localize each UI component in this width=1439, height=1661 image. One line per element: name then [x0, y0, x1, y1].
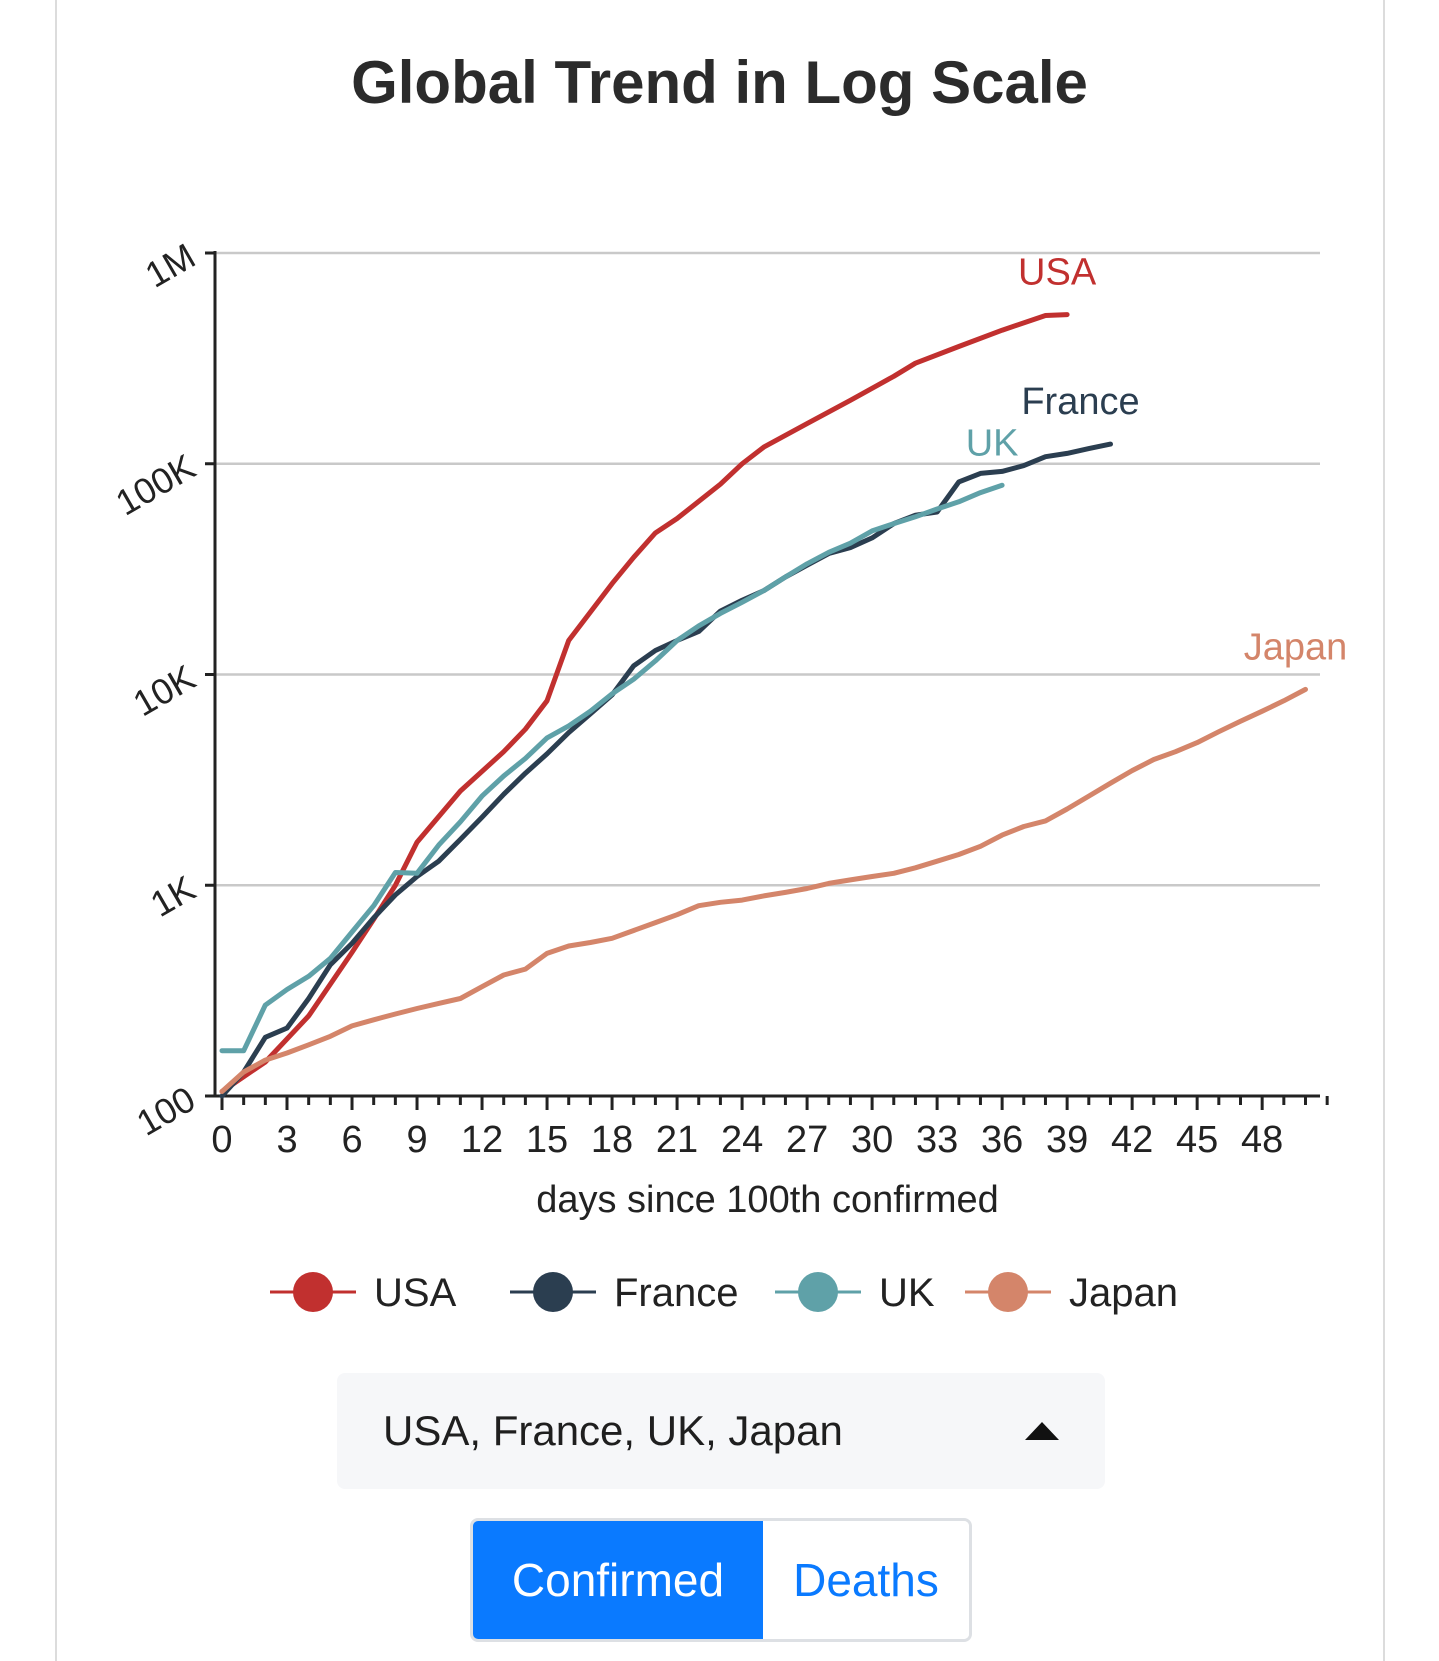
chart-title: Global Trend in Log Scale: [351, 49, 1088, 116]
x-tick-label: 3: [276, 1119, 297, 1161]
series-label-uk: UK: [966, 422, 1019, 464]
caret-up-icon[interactable]: [1025, 1422, 1059, 1440]
x-tick-label: 39: [1046, 1119, 1088, 1161]
legend-label: UK: [879, 1271, 935, 1315]
y-axis-ticks: 100 1K 10K 100K 1M: [109, 235, 215, 1144]
metric-toggle: Confirmed Deaths: [470, 1518, 972, 1642]
x-tick-label: 12: [461, 1119, 503, 1161]
x-tick-label: 27: [786, 1119, 828, 1161]
legend-item-france[interactable]: France: [510, 1271, 739, 1315]
x-tick-label: 18: [591, 1119, 633, 1161]
country-selector[interactable]: USA, France, UK, Japan: [337, 1373, 1105, 1489]
country-selector-value: USA, France, UK, Japan: [383, 1407, 843, 1454]
series-label-france: France: [1021, 381, 1139, 423]
series-line-france: [219, 441, 1113, 1099]
series-line-usa: [219, 312, 1070, 1094]
legend: USA France UK Japan: [270, 1271, 1178, 1315]
y-tick-label: 1K: [143, 867, 202, 925]
x-tick-label: 15: [526, 1119, 568, 1161]
legend-marker: [988, 1272, 1028, 1312]
legend-label: USA: [374, 1271, 457, 1315]
grid: [215, 251, 1320, 887]
legend-marker: [293, 1272, 333, 1312]
x-tick-label: 21: [656, 1119, 698, 1161]
y-tick-label: 10K: [126, 657, 202, 725]
x-tick-label: 9: [406, 1119, 427, 1161]
legend-label: Japan: [1069, 1271, 1178, 1315]
series-lines: [219, 312, 1308, 1099]
legend-marker: [798, 1272, 838, 1312]
legend-label: France: [614, 1271, 739, 1315]
series-line-japan: [219, 686, 1308, 1094]
x-tick-label: 42: [1111, 1119, 1153, 1161]
x-axis-ticks: 0 3 6 9 12 15 18 21 24 27 30 33 36 39 42 45 48: [211, 1096, 1329, 1161]
confirmed-button[interactable]: Confirmed: [473, 1521, 763, 1639]
chart-card: [55, 0, 1385, 1661]
x-tick-label: 33: [916, 1119, 958, 1161]
x-tick-label: 24: [721, 1119, 763, 1161]
legend-item-japan[interactable]: Japan: [965, 1271, 1178, 1315]
x-tick-label: 0: [211, 1119, 232, 1161]
x-tick-label: 36: [981, 1119, 1023, 1161]
series-line-uk: [219, 482, 1005, 1054]
x-tick-label: 30: [851, 1119, 893, 1161]
x-tick-label: 45: [1176, 1119, 1218, 1161]
legend-item-uk[interactable]: UK: [775, 1271, 935, 1315]
series-label-japan: Japan: [1244, 626, 1348, 668]
legend-item-usa[interactable]: USA: [270, 1271, 457, 1315]
x-tick-label: 48: [1241, 1119, 1283, 1161]
y-tick-label: 100: [129, 1078, 202, 1144]
x-tick-label: 6: [341, 1119, 362, 1161]
legend-marker: [533, 1272, 573, 1312]
y-tick-label: 100K: [109, 446, 202, 524]
y-tick-label: 1M: [138, 235, 202, 296]
deaths-button[interactable]: Deaths: [763, 1521, 969, 1639]
series-label-usa: USA: [1018, 252, 1097, 294]
trend-chart: 0 3 6 9 12 15 18 21 24 27 30 33 36 39 42 45 48 1001K10K1…: [109, 235, 1348, 1315]
x-axis-label: days since 100th confirmed: [536, 1179, 999, 1221]
